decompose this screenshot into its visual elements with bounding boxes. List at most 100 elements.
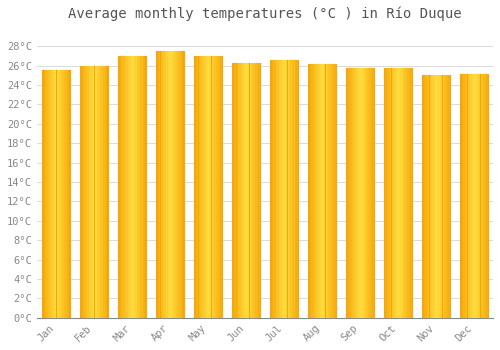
Bar [308, 64, 310, 318]
Bar [296, 60, 298, 318]
Bar [278, 60, 279, 318]
Bar [124, 56, 126, 318]
Bar [210, 56, 212, 318]
Bar [460, 74, 487, 318]
Bar [136, 56, 137, 318]
Bar [441, 75, 442, 318]
Bar [425, 75, 426, 318]
Bar [384, 68, 386, 318]
Bar [164, 51, 165, 318]
Bar [466, 74, 468, 318]
Bar [286, 60, 288, 318]
Bar [374, 68, 375, 318]
Bar [388, 68, 390, 318]
Bar [298, 60, 299, 318]
Bar [236, 63, 238, 318]
Bar [204, 56, 206, 318]
Bar [258, 63, 260, 318]
Bar [346, 68, 374, 318]
Bar [254, 63, 255, 318]
Bar [434, 75, 435, 318]
Bar [246, 63, 248, 318]
Bar [94, 65, 96, 318]
Bar [46, 70, 48, 318]
Bar [328, 64, 330, 318]
Bar [184, 51, 185, 318]
Bar [176, 51, 178, 318]
Bar [484, 74, 485, 318]
Bar [387, 68, 388, 318]
Bar [118, 56, 120, 318]
Bar [355, 68, 356, 318]
Bar [412, 68, 413, 318]
Bar [478, 74, 479, 318]
Bar [142, 56, 144, 318]
Bar [208, 56, 210, 318]
Bar [222, 56, 223, 318]
Bar [80, 65, 108, 318]
Bar [42, 70, 43, 318]
Bar [68, 70, 70, 318]
Bar [284, 60, 286, 318]
Bar [279, 60, 280, 318]
Bar [92, 65, 93, 318]
Bar [317, 64, 318, 318]
Bar [162, 51, 164, 318]
Bar [168, 51, 169, 318]
Bar [45, 70, 46, 318]
Bar [194, 56, 196, 318]
Bar [396, 68, 397, 318]
Bar [426, 75, 428, 318]
Bar [128, 56, 130, 318]
Bar [326, 64, 327, 318]
Bar [214, 56, 216, 318]
Bar [327, 64, 328, 318]
Bar [122, 56, 124, 318]
Bar [242, 63, 244, 318]
Bar [197, 56, 198, 318]
Bar [96, 65, 98, 318]
Bar [235, 63, 236, 318]
Bar [120, 56, 121, 318]
Bar [159, 51, 160, 318]
Bar [245, 63, 246, 318]
Bar [324, 64, 326, 318]
Bar [194, 56, 222, 318]
Bar [486, 74, 488, 318]
Bar [393, 68, 394, 318]
Bar [410, 68, 412, 318]
Bar [250, 63, 251, 318]
Bar [442, 75, 444, 318]
Bar [127, 56, 128, 318]
Bar [312, 64, 314, 318]
Bar [422, 75, 424, 318]
Bar [83, 65, 84, 318]
Bar [48, 70, 50, 318]
Bar [160, 51, 162, 318]
Bar [55, 70, 56, 318]
Bar [54, 70, 55, 318]
Bar [482, 74, 484, 318]
Bar [349, 68, 350, 318]
Bar [58, 70, 59, 318]
Bar [93, 65, 94, 318]
Bar [282, 60, 283, 318]
Bar [240, 63, 241, 318]
Bar [70, 70, 71, 318]
Bar [330, 64, 332, 318]
Bar [350, 68, 352, 318]
Bar [118, 56, 146, 318]
Bar [134, 56, 136, 318]
Bar [464, 74, 466, 318]
Bar [206, 56, 207, 318]
Bar [386, 68, 387, 318]
Bar [202, 56, 203, 318]
Bar [362, 68, 364, 318]
Bar [90, 65, 92, 318]
Bar [460, 74, 462, 318]
Bar [424, 75, 425, 318]
Bar [244, 63, 245, 318]
Bar [314, 64, 316, 318]
Bar [283, 60, 284, 318]
Bar [450, 75, 451, 318]
